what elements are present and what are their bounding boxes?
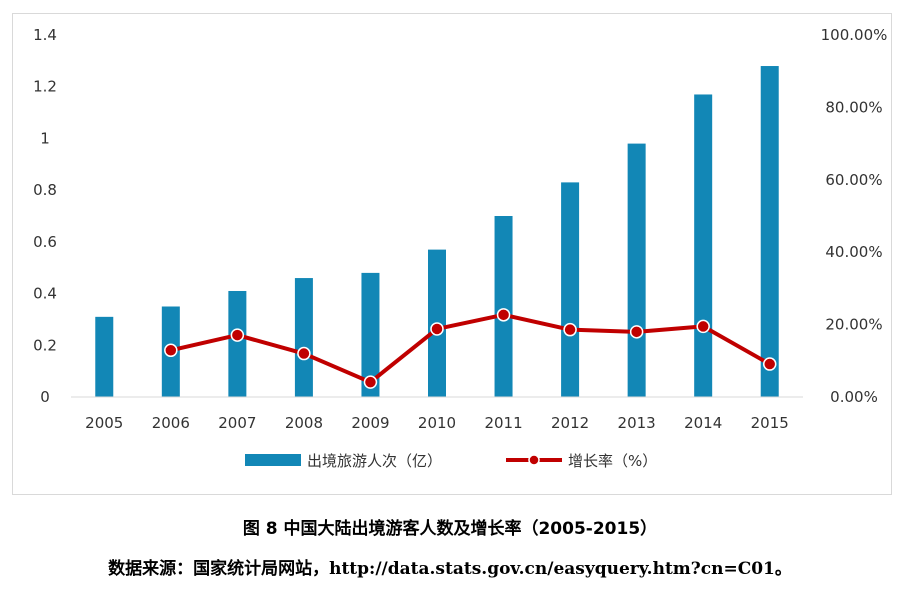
growth-point-2012 bbox=[563, 322, 577, 337]
right-tick-label: 0.00% bbox=[830, 388, 878, 406]
growth-point-2009 bbox=[363, 375, 378, 389]
source-prefix: 数据来源：国家统计局网站， bbox=[108, 559, 330, 579]
growth-point-2013 bbox=[629, 325, 644, 339]
bar-2012 bbox=[561, 182, 580, 397]
legend-swatch-bar bbox=[245, 454, 301, 466]
right-tick-label: 80.00% bbox=[825, 98, 882, 116]
bar-2008 bbox=[294, 278, 313, 397]
bar-2007 bbox=[228, 290, 247, 397]
x-tick-label: 2011 bbox=[484, 414, 522, 432]
left-tick-label: 0.6 bbox=[33, 233, 57, 251]
x-tick-label: 2009 bbox=[351, 414, 389, 432]
left-tick-label: 1.4 bbox=[33, 26, 57, 44]
growth-rate-line bbox=[170, 312, 771, 385]
growth-point-2010 bbox=[430, 322, 444, 336]
x-tick-label: 2006 bbox=[152, 414, 190, 432]
bar-2009 bbox=[361, 272, 380, 397]
x-tick-label: 2007 bbox=[218, 414, 256, 432]
left-tick-label: 0.8 bbox=[33, 181, 57, 199]
line-layer bbox=[164, 308, 777, 389]
right-tick-label: 40.00% bbox=[825, 243, 882, 261]
figure-caption: 图 8 中国大陆出境游客人数及增长率（2005-2015） bbox=[242, 519, 658, 539]
right-tick-label: 100.00% bbox=[821, 26, 888, 44]
x-tick-label: 2010 bbox=[418, 414, 456, 432]
right-tick-label: 20.00% bbox=[825, 316, 882, 334]
bar-2011 bbox=[494, 216, 513, 397]
growth-point-2011 bbox=[496, 308, 511, 322]
x-tick-label: 2014 bbox=[684, 414, 722, 432]
data-source-line: 数据来源：国家统计局网站，http://data.stats.gov.cn/ea… bbox=[0, 554, 900, 579]
bar-2013 bbox=[627, 143, 646, 397]
growth-point-2015 bbox=[762, 357, 777, 371]
left-tick-label: 0.4 bbox=[33, 285, 57, 303]
left-tick-label: 1.2 bbox=[33, 78, 57, 96]
source-suffix: 。 bbox=[774, 559, 792, 579]
legend-label-line: 增长率（%） bbox=[568, 452, 657, 470]
left-tick-label: 0.2 bbox=[33, 336, 57, 354]
dual-axis-chart: 0 0.2 0.4 0.6 0.8 1 1.2 1.4 0.00% 20.00% 40.00% 60… bbox=[33, 26, 888, 470]
right-axis-ticks: 0.00% 20.00% 40.00% 60.00% 80.00% 100.00% bbox=[821, 26, 888, 406]
x-tick-label: 2015 bbox=[751, 414, 789, 432]
legend: 出境旅游人次（亿） 增长率（%） bbox=[245, 452, 657, 470]
legend-swatch-marker bbox=[528, 454, 540, 466]
left-tick-label: 0 bbox=[40, 388, 50, 406]
x-tick-label: 2008 bbox=[285, 414, 323, 432]
bar-2015 bbox=[760, 66, 779, 398]
source-url: http://data.stats.gov.cn/easyquery.htm?c… bbox=[329, 559, 775, 579]
bar-2014 bbox=[694, 94, 713, 397]
growth-point-2006 bbox=[164, 343, 178, 358]
left-tick-label: 1 bbox=[40, 129, 50, 147]
x-tick-label: 2005 bbox=[85, 414, 123, 432]
x-axis-ticks: 2005 2006 2007 2008 2009 2010 2011 2012 2013 2014… bbox=[85, 414, 789, 432]
growth-point-2007 bbox=[230, 328, 245, 342]
growth-point-2014 bbox=[696, 319, 710, 334]
chart-frame: 0 0.2 0.4 0.6 0.8 1 1.2 1.4 0.00% 20.00% 40.00% 60… bbox=[12, 13, 892, 495]
x-tick-label: 2012 bbox=[551, 414, 589, 432]
legend-label-bar: 出境旅游人次（亿） bbox=[307, 452, 442, 470]
x-tick-label: 2013 bbox=[618, 414, 656, 432]
growth-point-2008 bbox=[297, 346, 311, 361]
bars-layer bbox=[95, 66, 779, 398]
right-tick-label: 60.00% bbox=[825, 171, 882, 189]
left-axis-ticks: 0 0.2 0.4 0.6 0.8 1 1.2 1.4 bbox=[33, 26, 57, 406]
bar-2005 bbox=[95, 316, 114, 397]
